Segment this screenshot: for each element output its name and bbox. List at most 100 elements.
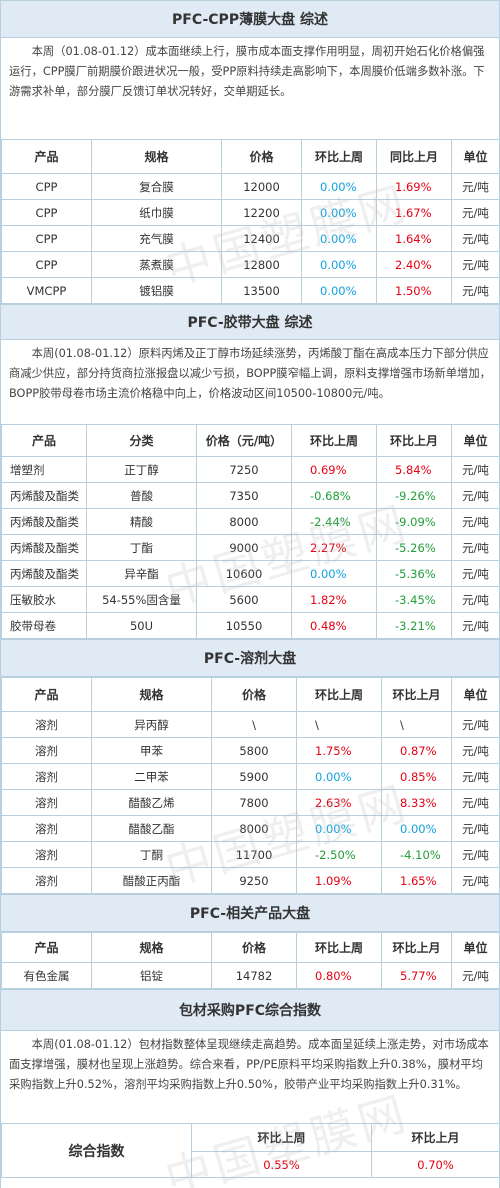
- mom-change-cell: -4.10%: [381, 841, 452, 868]
- unit-cell: 元/吨: [451, 534, 500, 561]
- price-cell: 9000: [196, 534, 292, 561]
- index-mom-header: 环比上月: [371, 1123, 500, 1152]
- tape-section-title: PFC-胶带大盘 综述: [1, 304, 499, 340]
- tape-header-cell: 环比上周: [291, 424, 377, 457]
- unit-cell: 元/吨: [451, 251, 500, 278]
- cpp-header-cell: 价格: [221, 139, 302, 174]
- table-row: 丙烯酸及酯类 普酸 7350 -0.68% -9.26% 元/吨: [1, 482, 500, 509]
- spec-cell: 复合膜: [91, 173, 222, 200]
- index-wow-header: 环比上周: [191, 1123, 372, 1152]
- related-table: 产品 规格 价格 环比上周 环比上月 单位 有色金属 铝锭 14782 0.80% 5.77% 元/…: [1, 932, 500, 989]
- price-cell: 14782: [211, 962, 297, 989]
- mom-change-cell: -5.36%: [376, 560, 452, 587]
- mom-change-cell: 1.64%: [376, 225, 452, 252]
- composite-index-label: 综合指数: [1, 1123, 192, 1178]
- tape-header-cell: 环比上月: [376, 424, 452, 457]
- table-row: VMCPP 镀铝膜 13500 0.00% 1.50% 元/吨: [1, 277, 500, 304]
- price-cell: 12000: [221, 173, 302, 200]
- product-cell: 丙烯酸及酯类: [1, 508, 87, 535]
- tape-header-cell: 产品: [1, 424, 87, 457]
- spec-cell: 普酸: [86, 482, 197, 509]
- cpp-header-cell: 单位: [451, 139, 500, 174]
- tape-summary: 本周(01.08-01.12）原料丙烯及正丁醇市场延续涨势，丙烯酸丁酯在高成本压…: [9, 347, 491, 400]
- table-row: CPP 纸巾膜 12200 0.00% 1.67% 元/吨: [1, 199, 500, 226]
- wow-change-cell: 0.69%: [291, 456, 377, 483]
- product-cell: 丙烯酸及酯类: [1, 534, 87, 561]
- unit-cell: 元/吨: [451, 841, 500, 868]
- spec-cell: 醋酸乙酯: [91, 815, 212, 842]
- product-cell: 溶剂: [1, 711, 92, 738]
- tape-table-header: 产品 分类 价格（元/吨） 环比上周 环比上月 单位: [1, 424, 500, 457]
- table-row: 溶剂 甲苯 5800 1.75% 0.87% 元/吨: [1, 737, 500, 764]
- spec-cell: 铝锭: [91, 962, 212, 989]
- solvent-table-body: 溶剂 异丙醇 \ \ \ 元/吨 溶剂 甲苯 5800 1.75% 0.87% 元/吨 溶剂 二甲苯 590…: [1, 711, 500, 894]
- solvent-header-cell: 环比上月: [381, 677, 452, 712]
- price-cell: 12400: [221, 225, 302, 252]
- spec-cell: 镀铝膜: [91, 277, 222, 304]
- spec-cell: 54-55%固含量: [86, 586, 197, 613]
- tape-header-cell: 分类: [86, 424, 197, 457]
- spec-cell: 精酸: [86, 508, 197, 535]
- product-cell: 溶剂: [1, 841, 92, 868]
- related-header-cell: 环比上月: [381, 932, 452, 963]
- related-header-cell: 单位: [451, 932, 500, 963]
- unit-cell: 元/吨: [451, 173, 500, 200]
- price-cell: 10600: [196, 560, 292, 587]
- mom-change-cell: -3.45%: [376, 586, 452, 613]
- mom-change-cell: 5.77%: [381, 962, 452, 989]
- mom-change-cell: -5.26%: [376, 534, 452, 561]
- mom-change-cell: \: [381, 711, 452, 738]
- price-cell: 12200: [221, 199, 302, 226]
- mom-change-cell: 1.65%: [381, 867, 452, 894]
- price-cell: 5600: [196, 586, 292, 613]
- related-header-cell: 环比上周: [296, 932, 382, 963]
- table-row: 溶剂 丁酮 11700 -2.50% -4.10% 元/吨: [1, 841, 500, 868]
- tape-table: 产品 分类 价格（元/吨） 环比上周 环比上月 单位 增塑剂 正丁醇 7250 0.69% 5.8…: [1, 424, 500, 639]
- price-cell: 5900: [211, 763, 297, 790]
- wow-change-cell: 0.00%: [301, 173, 377, 200]
- cpp-table-body: CPP 复合膜 12000 0.00% 1.69% 元/吨 CPP 纸巾膜 12200 0.00%…: [1, 173, 500, 304]
- product-cell: CPP: [1, 225, 92, 252]
- spec-cell: 充气膜: [91, 225, 222, 252]
- wow-change-cell: 2.27%: [291, 534, 377, 561]
- mom-change-cell: 8.33%: [381, 789, 452, 816]
- related-header-cell: 产品: [1, 932, 92, 963]
- unit-cell: 元/吨: [451, 225, 500, 252]
- spec-cell: 二甲苯: [91, 763, 212, 790]
- product-cell: 溶剂: [1, 789, 92, 816]
- index-mom-value: 0.70%: [371, 1151, 500, 1178]
- unit-cell: 元/吨: [451, 277, 500, 304]
- price-cell: 7350: [196, 482, 292, 509]
- index-wow-value: 0.55%: [191, 1151, 372, 1178]
- wow-change-cell: 0.00%: [291, 560, 377, 587]
- wow-change-cell: 0.80%: [296, 962, 382, 989]
- spec-cell: 醋酸乙烯: [91, 789, 212, 816]
- unit-cell: 元/吨: [451, 199, 500, 226]
- table-row: 增塑剂 正丁醇 7250 0.69% 5.84% 元/吨: [1, 456, 500, 483]
- wow-change-cell: 0.00%: [296, 763, 382, 790]
- wow-change-cell: 0.00%: [296, 815, 382, 842]
- mom-change-cell: -9.26%: [376, 482, 452, 509]
- price-cell: 11700: [211, 841, 297, 868]
- product-cell: 压敏胶水: [1, 586, 87, 613]
- unit-cell: 元/吨: [451, 456, 500, 483]
- table-row: 溶剂 异丙醇 \ \ \ 元/吨: [1, 711, 500, 738]
- unit-cell: 元/吨: [451, 789, 500, 816]
- product-cell: 增塑剂: [1, 456, 87, 483]
- mom-change-cell: 1.69%: [376, 173, 452, 200]
- solvent-header-cell: 单位: [451, 677, 500, 712]
- product-cell: CPP: [1, 251, 92, 278]
- mom-change-cell: 1.50%: [376, 277, 452, 304]
- related-header-cell: 价格: [211, 932, 297, 963]
- wow-change-cell: 0.48%: [291, 612, 377, 639]
- solvent-table: 产品 规格 价格 环比上周 环比上月 单位 溶剂 异丙醇 \ \ \ 元/吨 溶剂 甲苯 5800 1.75…: [1, 677, 500, 894]
- cpp-header-cell: 同比上月: [376, 139, 452, 174]
- spec-cell: 异丙醇: [91, 711, 212, 738]
- price-cell: 10550: [196, 612, 292, 639]
- tape-header-cell: 价格（元/吨）: [196, 424, 292, 457]
- cpp-table-header: 产品 规格 价格 环比上周 同比上月 单位: [1, 139, 500, 174]
- tape-table-body: 增塑剂 正丁醇 7250 0.69% 5.84% 元/吨 丙烯酸及酯类 普酸 7350 -0.68…: [1, 456, 500, 639]
- unit-cell: 元/吨: [451, 737, 500, 764]
- spec-cell: 丁酯: [86, 534, 197, 561]
